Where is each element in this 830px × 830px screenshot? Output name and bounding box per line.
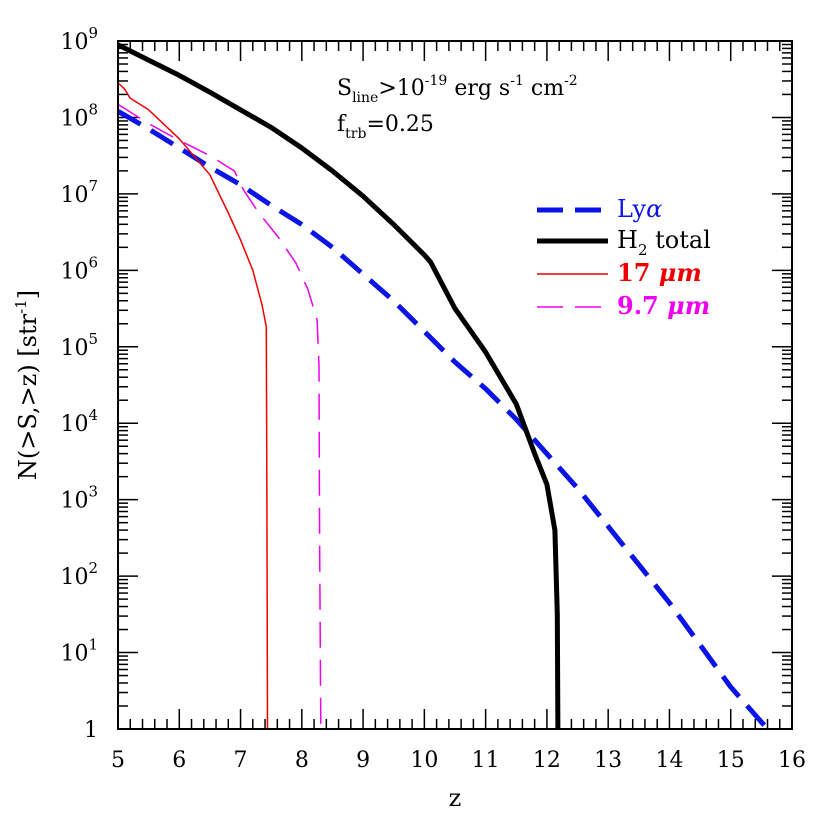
series-line-2 — [117, 82, 269, 730]
legend-label-h2: H2 total — [617, 226, 711, 259]
y-tick-label: 108 — [60, 100, 98, 131]
annot-S: S — [337, 76, 352, 101]
annot-sup2: -1 — [510, 73, 524, 89]
y-tick-label: 109 — [60, 24, 98, 55]
y-tick-label: 103 — [60, 483, 98, 514]
flux-threshold-annotation: Sline>10-19 erg s-1 cm-2 — [337, 73, 578, 106]
annot-sup1: -19 — [425, 73, 448, 89]
annot-f: f — [337, 112, 347, 137]
ftrb-annotation: ftrb=0.25 — [337, 112, 434, 142]
tick-layer: 5 6 7 8 9 10 11 12 13 14 15 16 1 101 102 103 104 105 106 10… — [60, 24, 806, 773]
legend-label-17um: 17 μm — [617, 258, 702, 287]
y-tick-label: 104 — [60, 406, 98, 437]
x-tick-label: 8 — [295, 748, 309, 773]
x-tick-label: 9 — [356, 748, 370, 773]
annot-f-sub: trb — [345, 126, 366, 142]
series-layer — [116, 42, 770, 731]
legend-label-9-7um: 9.7 μm — [617, 291, 710, 320]
y-tick-label: 106 — [60, 253, 98, 284]
y-tick-label: 102 — [60, 559, 98, 590]
series-line-3 — [117, 103, 322, 730]
y-tick-label: 105 — [60, 330, 98, 361]
annot-units2: cm — [524, 76, 564, 101]
x-axis-title: z — [449, 784, 462, 812]
series-line-1 — [116, 42, 561, 730]
y-tick-label: 1 — [84, 718, 98, 743]
x-tick-label: 11 — [472, 748, 500, 773]
legend-label-lya: Lyα — [617, 195, 662, 223]
legend: Lyα H2 total 17 μm 9.7 μm — [537, 195, 711, 320]
series-line-0 — [116, 109, 770, 731]
annot-mid: >10 — [378, 76, 424, 101]
x-tick-label: 5 — [111, 748, 125, 773]
x-tick-label: 10 — [410, 748, 438, 773]
y-tick-label: 107 — [60, 177, 98, 208]
x-tick-label: 7 — [234, 748, 248, 773]
y-tick-label: 101 — [60, 636, 98, 667]
x-tick-label: 12 — [533, 748, 561, 773]
annot-S-sub: line — [352, 90, 378, 106]
plot-frame — [117, 40, 793, 730]
x-tick-label: 15 — [717, 748, 745, 773]
annot-units: erg s — [447, 76, 510, 101]
x-tick-label: 6 — [172, 748, 186, 773]
y-axis-title: N(>S,>z) [str-1] — [12, 290, 42, 480]
x-tick-label: 13 — [594, 748, 622, 773]
x-tick-label: 16 — [778, 748, 806, 773]
annot-sup3: -2 — [564, 73, 578, 89]
annot-f-rest: =0.25 — [366, 112, 433, 137]
x-tick-label: 14 — [655, 748, 683, 773]
